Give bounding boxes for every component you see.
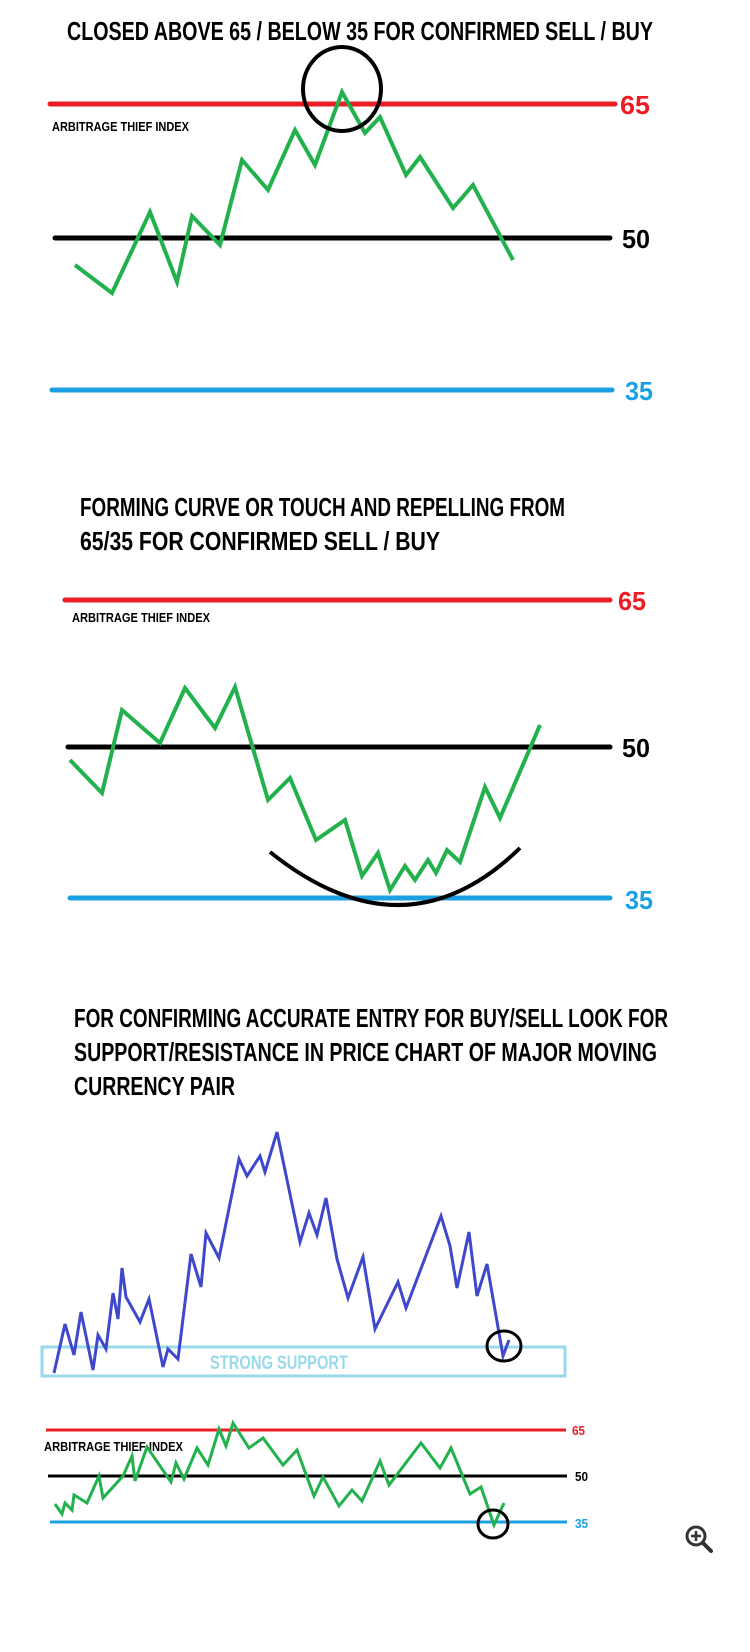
panel2-title-line2: 65/35 FOR CONFIRMED SELL / BUY (80, 526, 440, 556)
panel2-title-line1: FORMING CURVE OR TOUCH AND REPELLING FRO… (80, 492, 565, 522)
level-65-label: 65 (618, 586, 646, 616)
level-50-label: 50 (622, 733, 650, 763)
index-touch-circle (476, 1508, 510, 1540)
panel1-title: CLOSED ABOVE 65 / BELOW 35 FOR CONFIRMED… (67, 16, 653, 46)
index-label: ARBITRAGE THIEF INDEX (44, 1439, 183, 1454)
index-label: ARBITRAGE THIEF INDEX (52, 119, 189, 134)
index-line (53, 1419, 506, 1530)
level-35-label: 35 (625, 885, 653, 915)
highlight-circle (301, 45, 383, 133)
price-touch-circle (485, 1329, 523, 1363)
zoom-in-icon[interactable] (684, 1524, 714, 1554)
panel-support-confirmation: FOR CONFIRMING ACCURATE ENTRY FOR BUY/SE… (40, 1003, 668, 1540)
level-65-label: 65 (620, 90, 650, 120)
panel-forming-curve: FORMING CURVE OR TOUCH AND REPELLING FRO… (62, 492, 653, 915)
panel3-title-line3: CURRENCY PAIR (74, 1071, 235, 1101)
index-line (73, 87, 515, 297)
level-50-label: 50 (575, 1469, 588, 1484)
index-label: ARBITRAGE THIEF INDEX (72, 610, 210, 625)
index-line (68, 681, 542, 895)
panel-closed-above-below: CLOSED ABOVE 65 / BELOW 35 FOR CONFIRMED… (47, 16, 653, 406)
panel3-title-line2: SUPPORT/RESISTANCE IN PRICE CHART OF MAJ… (74, 1037, 657, 1067)
level-35-label: 35 (625, 376, 653, 406)
level-50-label: 50 (622, 224, 650, 254)
support-label: STRONG SUPPORT (210, 1353, 348, 1374)
price-line (52, 1131, 511, 1374)
panel3-title-line1: FOR CONFIRMING ACCURATE ENTRY FOR BUY/SE… (74, 1003, 668, 1033)
level-35-label: 35 (575, 1516, 588, 1531)
curve-arc (268, 846, 522, 907)
support-box (40, 1345, 567, 1378)
level-65-label: 65 (572, 1423, 585, 1438)
